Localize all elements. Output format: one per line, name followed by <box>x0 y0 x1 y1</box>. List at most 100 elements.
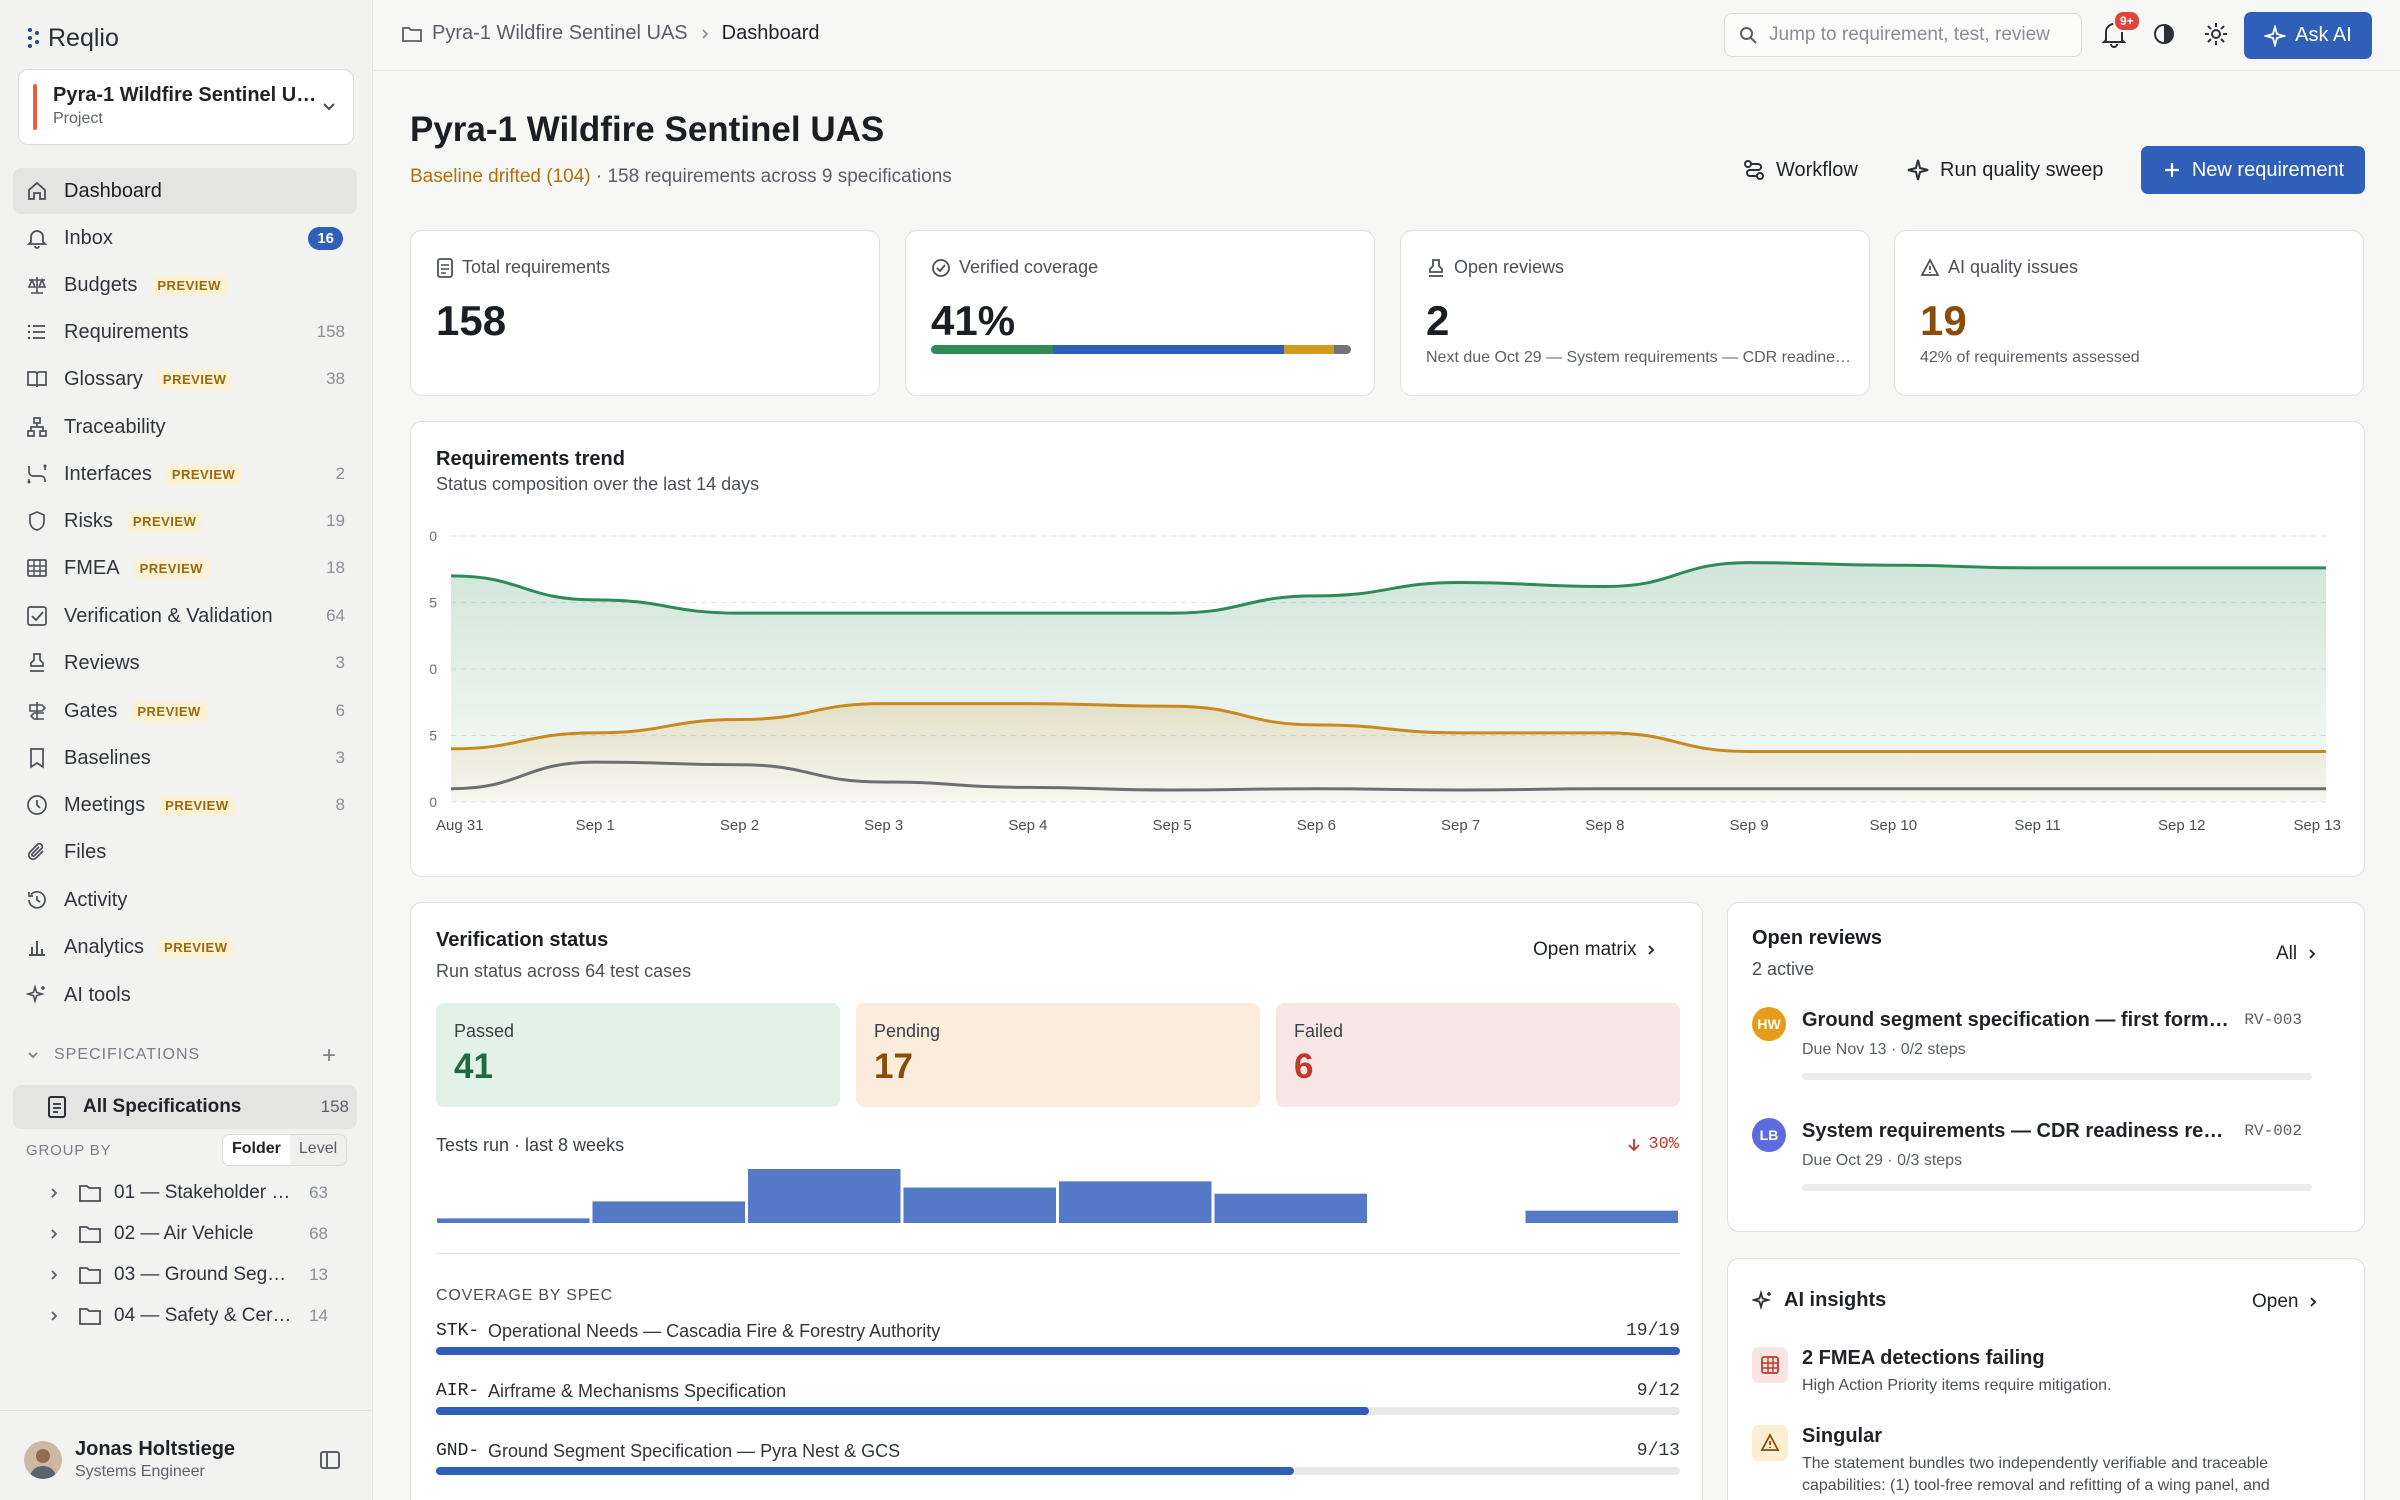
sidebar-item-analytics[interactable]: Analytics PREVIEW <box>13 924 357 970</box>
coverage-segment <box>1052 345 1284 354</box>
check-circle-icon <box>932 258 950 277</box>
sidebar-item-meetings[interactable]: Meetings PREVIEW 8 <box>13 782 357 828</box>
sidebar-item-budgets[interactable]: Budgets PREVIEW <box>13 262 357 308</box>
preview-badge: PREVIEW <box>165 463 242 485</box>
spec-folder-item[interactable]: 03 — Ground Segment 13 <box>48 1257 348 1293</box>
pending-stat[interactable]: Pending 17 <box>856 1003 1260 1107</box>
open-insights-link[interactable]: Open <box>2252 1291 2320 1313</box>
coverage-row[interactable]: GND- Ground Segment Specification — Pyra … <box>436 1441 1680 1491</box>
ask-ai-button[interactable]: Ask AI <box>2244 12 2372 59</box>
x-tick-label: Sep 2 <box>720 817 759 834</box>
chevron-right-icon <box>51 1270 58 1280</box>
preview-badge: PREVIEW <box>156 368 233 390</box>
kpi-reviews-value: 2 <box>1426 297 1450 344</box>
failed-label: Failed <box>1294 1021 1344 1041</box>
project-color-bar <box>33 84 37 130</box>
add-spec-button[interactable]: + <box>322 1042 337 1069</box>
trend-series-line <box>450 760 2326 792</box>
kpi-verified-coverage[interactable]: Verified coverage 41% <box>905 230 1375 396</box>
folder-icon <box>402 26 422 42</box>
sidebar-item-count: 3 <box>335 653 345 672</box>
settings-gear-icon[interactable] <box>2203 21 2229 47</box>
specifications-header[interactable]: SPECIFICATIONS <box>26 1046 200 1064</box>
kpi-total-requirements[interactable]: Total requirements 158 <box>410 230 880 396</box>
sidebar-item-risks[interactable]: Risks PREVIEW 19 <box>13 498 357 544</box>
sidebar-item-gates[interactable]: Gates PREVIEW 6 <box>13 688 357 734</box>
group-by-folder[interactable]: Folder <box>223 1135 290 1165</box>
collapse-sidebar-icon[interactable] <box>318 1448 342 1472</box>
sidebar-item-reviews[interactable]: Reviews 3 <box>13 640 357 686</box>
sidebar-item-activity[interactable]: Activity <box>13 877 357 923</box>
sidebar-item-label: Gates <box>64 699 118 722</box>
sidebar-item-label: Verification & Validation <box>64 604 273 627</box>
coverage-segment <box>931 345 1053 354</box>
trend-area-fill <box>451 703 2326 802</box>
preview-badge: PREVIEW <box>151 274 227 296</box>
project-switcher[interactable]: Pyra-1 Wildfire Sentinel UAS Project <box>18 69 354 145</box>
coverage-row[interactable]: AIR- Airframe & Mechanisms Specification 9… <box>436 1381 1680 1431</box>
coverage-fill <box>436 1347 1680 1355</box>
sidebar-item-baselines[interactable]: Baselines 3 <box>13 735 357 781</box>
folder-icon <box>79 1185 101 1202</box>
sidebar-item-ai-tools[interactable]: AI tools <box>13 972 357 1018</box>
sidebar-item-dashboard[interactable]: Dashboard <box>13 168 357 214</box>
scale-icon <box>26 274 48 296</box>
x-tick-label: Sep 5 <box>1153 817 1192 834</box>
spec-name: Ground Segment Specification — Pyra Nest… <box>488 1441 901 1461</box>
group-by-level[interactable]: Level <box>298 1140 338 1157</box>
tests-week-bar <box>437 1218 590 1223</box>
sidebar-item-inbox[interactable]: Inbox 16 <box>13 215 357 261</box>
chevron-down-icon <box>323 103 335 111</box>
spec-folder-label: 03 — Ground Segment <box>114 1264 294 1285</box>
open-matrix-link[interactable]: Open matrix <box>1533 939 1658 961</box>
search-input[interactable]: Jump to requirement, test, review <box>1724 13 2082 57</box>
new-requirement-button[interactable]: New requirement <box>2141 146 2365 194</box>
history-icon <box>26 889 48 911</box>
sidebar-item-fmea[interactable]: FMEA PREVIEW 18 <box>13 545 357 591</box>
sidebar-item-verification-validation[interactable]: Verification & Validation 64 <box>13 593 357 639</box>
kpi-ai-quality-issues[interactable]: AI quality issues 19 42% of requirements… <box>1894 230 2364 396</box>
sidebar-item-count: 3 <box>335 748 345 767</box>
baseline-drift-link[interactable]: Baseline drifted (104) <box>410 166 591 187</box>
coverage-row[interactable]: STK- Operational Needs — Cascadia Fire & … <box>436 1321 1680 1371</box>
x-tick-label: Sep 11 <box>2014 817 2060 834</box>
sidebar-item-glossary[interactable]: Glossary PREVIEW 38 <box>13 356 357 402</box>
sidebar-item-label: Dashboard <box>64 179 162 202</box>
x-tick-label: Sep 4 <box>1008 817 1047 834</box>
review-item[interactable]: LB System requirements — CDR readiness re… <box>1752 1118 2312 1218</box>
spec-folder-item[interactable]: 01 — Stakeholder Requirements 63 <box>48 1175 348 1211</box>
sidebar-item-count: 158 <box>316 322 345 341</box>
sparkle-icon <box>2264 24 2287 47</box>
requirements-summary: · 158 requirements across 9 specificatio… <box>590 166 952 187</box>
workflow-button[interactable]: Workflow <box>1742 146 1858 194</box>
failed-stat[interactable]: Failed 6 <box>1276 1003 1680 1107</box>
spec-folder-item[interactable]: 02 — Air Vehicle 68 <box>48 1216 348 1252</box>
tests-week-bar <box>1214 1193 1367 1223</box>
sidebar-item-label: Reviews <box>64 651 140 674</box>
sidebar-item-traceability[interactable]: Traceability <box>13 404 357 450</box>
sidebar-item-interfaces[interactable]: Interfaces PREVIEW 2 <box>13 451 357 497</box>
sidebar-item-label: Glossary <box>64 367 143 390</box>
document-icon <box>48 1096 66 1118</box>
kpi-quality-note: 42% of requirements assessed <box>1920 349 2140 366</box>
theme-toggle-icon[interactable] <box>2152 22 2176 46</box>
signpost-icon <box>26 700 48 722</box>
coverage-fill <box>436 1467 1295 1475</box>
user-panel[interactable]: Jonas Holtstiege Systems Engineer <box>0 1410 373 1500</box>
run-quality-sweep-button[interactable]: Run quality sweep <box>1906 146 2103 194</box>
tests-week-bar <box>748 1169 901 1223</box>
coverage-segment <box>1334 345 1351 354</box>
spec-folder-item[interactable]: 04 — Safety & Certification 14 <box>48 1298 348 1334</box>
sidebar-item-requirements[interactable]: Requirements 158 <box>13 309 357 355</box>
sidebar-item-files[interactable]: Files <box>13 829 357 875</box>
passed-stat[interactable]: Passed 41 <box>436 1003 840 1107</box>
spec-folder-count: 13 <box>309 1265 328 1284</box>
all-specifications-label: All Specifications <box>83 1096 242 1117</box>
sidebar: Reqlio Pyra-1 Wildfire Sentinel UAS Proj… <box>0 0 373 1500</box>
kpi-open-reviews[interactable]: Open reviews 2 Next due Oct 29 — System … <box>1400 230 1870 396</box>
brand-logo[interactable]: Reqlio <box>26 22 119 54</box>
all-specifications-item[interactable]: All Specifications 158 <box>13 1085 357 1129</box>
breadcrumb-project[interactable]: Pyra-1 Wildfire Sentinel UAS <box>432 22 688 44</box>
all-reviews-link[interactable]: All <box>2276 943 2319 965</box>
review-item[interactable]: HW Ground segment specification — first f… <box>1752 1007 2312 1107</box>
